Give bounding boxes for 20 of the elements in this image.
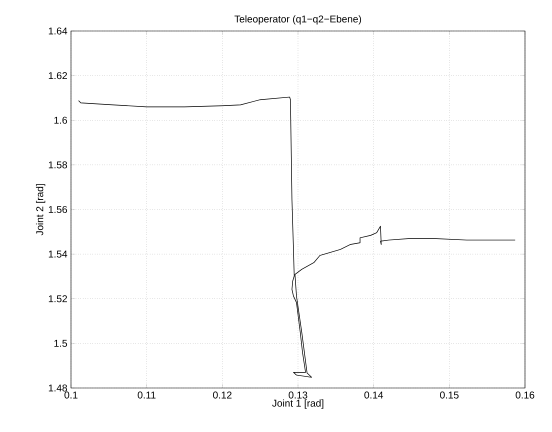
line-series (78, 96, 516, 378)
y-tick-label: 1.48 (48, 384, 68, 392)
y-tick-label: 1.64 (48, 27, 68, 35)
x-tick-label: 0.12 (213, 392, 232, 399)
x-tick-label: 0.11 (138, 392, 156, 399)
y-tick-label: 1.54 (48, 250, 68, 258)
x-tick-label: 0.15 (440, 392, 459, 399)
chart-title: Teleoperator (q1−q2−Ebene) (234, 15, 362, 24)
x-axis-title: Joint 1 [rad] (272, 399, 324, 409)
x-tick-label: 0.13 (288, 392, 308, 399)
x-tick-label: 0.1 (64, 392, 78, 399)
x-tick-label: 0.16 (516, 392, 534, 399)
y-tick-label: 1.58 (48, 161, 68, 168)
y-tick-label: 1.56 (48, 206, 68, 214)
y-tick-label: 1.62 (48, 72, 67, 80)
x-tick-label: 0.14 (364, 392, 384, 399)
y-tick-label: 1.5 (54, 340, 68, 347)
y-tick-label: 1.52 (48, 295, 67, 302)
y-axis-title: Joint 2 [rad] (36, 184, 46, 236)
y-tick-label: 1.6 (54, 116, 68, 124)
